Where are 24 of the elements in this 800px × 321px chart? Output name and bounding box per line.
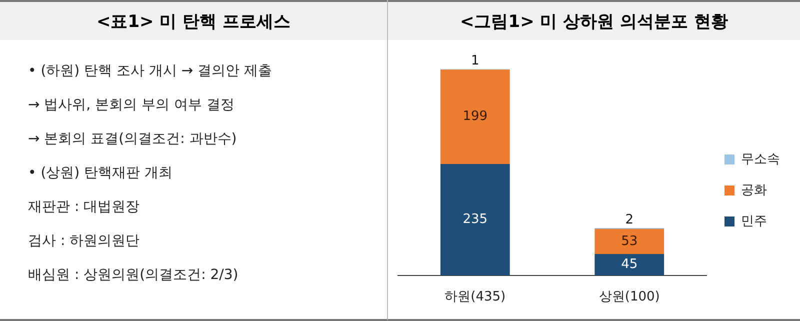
legend-label: 민주 — [741, 214, 767, 229]
chart-title: <그림1> 미 상하원 의석분포 현황 — [388, 0, 800, 40]
text: • (하원) 탄핵 조사 개시 → 결의안 제출 — [28, 62, 274, 81]
x-tick-label: 상원(100) — [598, 290, 660, 305]
data-label: 2 — [625, 212, 634, 228]
text: 배심원 : 상원의원(의결조건: 2/3) — [28, 266, 240, 285]
bar — [440, 70, 510, 164]
text: 재판관 : 대법원장 — [28, 198, 141, 217]
bar — [594, 228, 664, 254]
text: 검사 : 하원의원단 — [28, 232, 141, 251]
text: → 법사위, 본회의 부의 여부 결정 — [28, 96, 236, 115]
data-label: 1 — [470, 53, 480, 68]
data-label: 235 — [462, 212, 488, 228]
data-label: 199 — [462, 109, 488, 124]
data-label: 53 — [621, 234, 638, 249]
text: <표1> 미 탄핵 프로세스 — [0, 0, 387, 40]
x-tick-label: 하원(435) — [444, 290, 506, 305]
legend-label: 공화 — [741, 182, 767, 198]
text: → 본회의 표결(의결조건: 과반수) — [28, 130, 238, 149]
bar — [594, 254, 664, 276]
legend-label: 무소속 — [741, 152, 780, 167]
data-label: 45 — [621, 257, 638, 272]
text: • (상원) 탄핵재판 개최 — [28, 164, 174, 183]
bar — [440, 164, 510, 276]
